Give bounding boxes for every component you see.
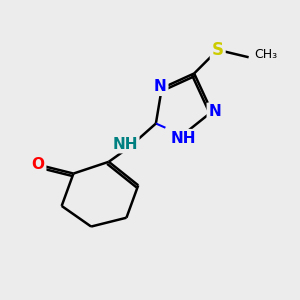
Text: S: S <box>212 41 224 59</box>
Text: O: O <box>32 157 45 172</box>
Text: NH: NH <box>112 136 138 152</box>
Text: CH₃: CH₃ <box>254 48 278 61</box>
Text: NH: NH <box>171 131 196 146</box>
Text: N: N <box>154 79 167 94</box>
Text: N: N <box>208 104 221 119</box>
